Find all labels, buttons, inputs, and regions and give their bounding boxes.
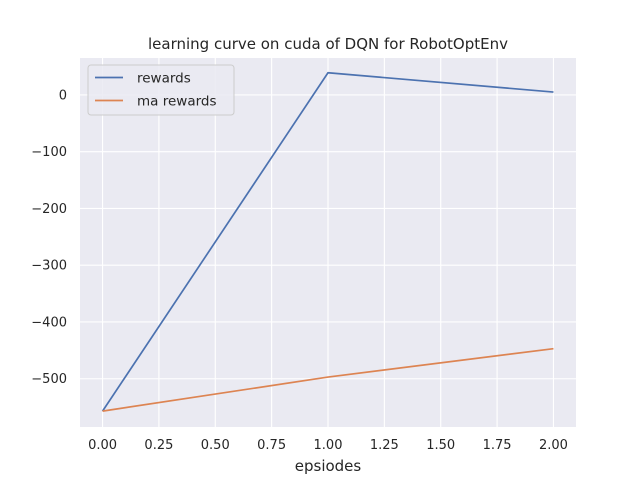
y-tick-label: −100 (31, 145, 67, 160)
y-axis: 0 −100 −200 −300 −400 −500 (31, 88, 67, 387)
y-tick-label: −200 (31, 202, 67, 217)
series-lines (101, 71, 554, 412)
series-line (102, 347, 554, 412)
x-axis-label: epsiodes (295, 457, 362, 475)
x-tick-label: 0.00 (88, 438, 117, 453)
legend-label: ma rewards (137, 94, 217, 110)
x-tick-label: 0.25 (144, 438, 173, 453)
legend-box (87, 64, 235, 116)
x-tick-label: 2.00 (539, 438, 568, 453)
y-tick-label: 0 (59, 88, 67, 103)
x-tick-label: 0.75 (257, 438, 286, 453)
x-tick-label: 1.00 (314, 438, 343, 453)
grid (80, 58, 576, 427)
series-line (101, 71, 554, 412)
x-axis: 0.00 0.25 0.50 0.75 1.00 1.25 1.50 1.75 2.00 (88, 438, 568, 453)
y-tick-label: −400 (31, 315, 67, 330)
x-tick-label: 0.50 (201, 438, 230, 453)
x-tick-label: 1.50 (426, 438, 455, 453)
legend-label: rewards (137, 71, 191, 87)
chart-title: learning curve on cuda of DQN for RobotO… (148, 35, 508, 53)
legend: rewards ma rewards (87, 64, 235, 116)
x-tick-label: 1.75 (483, 438, 512, 453)
x-tick-label: 1.25 (370, 438, 399, 453)
y-tick-label: −300 (31, 259, 67, 274)
y-tick-label: −500 (31, 372, 67, 387)
